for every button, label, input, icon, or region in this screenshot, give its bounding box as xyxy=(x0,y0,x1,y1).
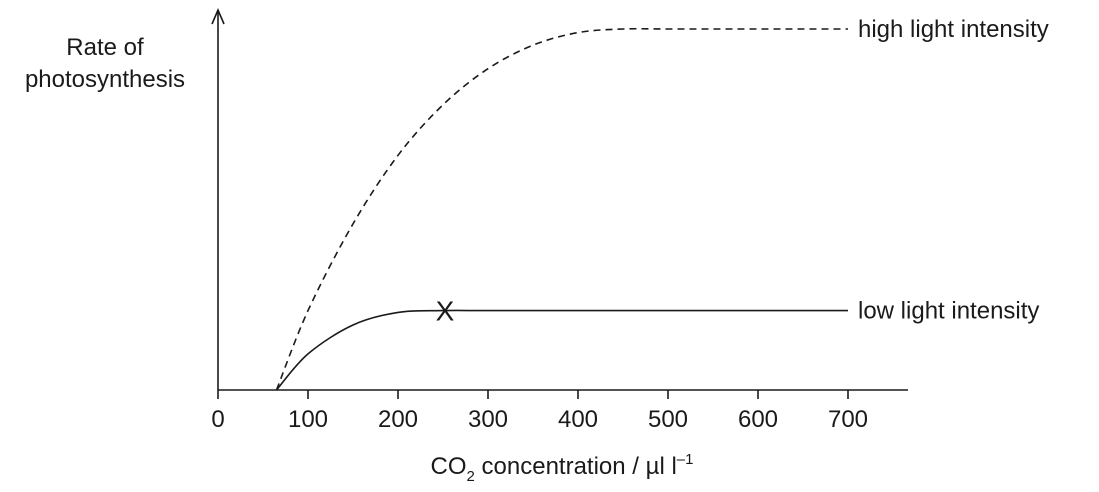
x-tick-label-200: 200 xyxy=(378,406,418,433)
series-label-low-light: low light intensity xyxy=(858,298,1039,325)
annotation-x-marker: X xyxy=(436,296,455,327)
series-group: high light intensity low light intensity xyxy=(275,16,1049,391)
x-axis-title-suffix: concentration / µl l xyxy=(475,453,677,480)
annotations-group: X xyxy=(436,296,455,327)
series-line-low-light xyxy=(275,309,848,391)
x-tick-label-400: 400 xyxy=(558,406,598,433)
x-tick-label-300: 300 xyxy=(468,406,508,433)
y-axis-arrowhead xyxy=(211,7,225,25)
x-axis-title-prefix: CO xyxy=(431,453,467,480)
x-tick-label-700: 700 xyxy=(828,406,868,433)
y-axis-title-line-2: photosynthesis xyxy=(25,66,185,93)
x-axis-ticks: 0 100 200 300 400 500 600 700 xyxy=(211,390,868,433)
x-tick-label-600: 600 xyxy=(738,406,778,433)
series-label-high-light: high light intensity xyxy=(858,16,1049,43)
x-tick-label-0: 0 xyxy=(211,406,224,433)
series-line-high-light xyxy=(275,27,848,391)
y-axis-title-line-1: Rate of xyxy=(66,34,144,61)
x-axis-title: CO2 concentration / µl l–1 xyxy=(431,451,694,485)
x-axis-title-subscript: 2 xyxy=(467,468,475,485)
x-tick-label-500: 500 xyxy=(648,406,688,433)
x-tick-label-100: 100 xyxy=(288,406,328,433)
x-axis-title-superscript: –1 xyxy=(677,451,694,468)
